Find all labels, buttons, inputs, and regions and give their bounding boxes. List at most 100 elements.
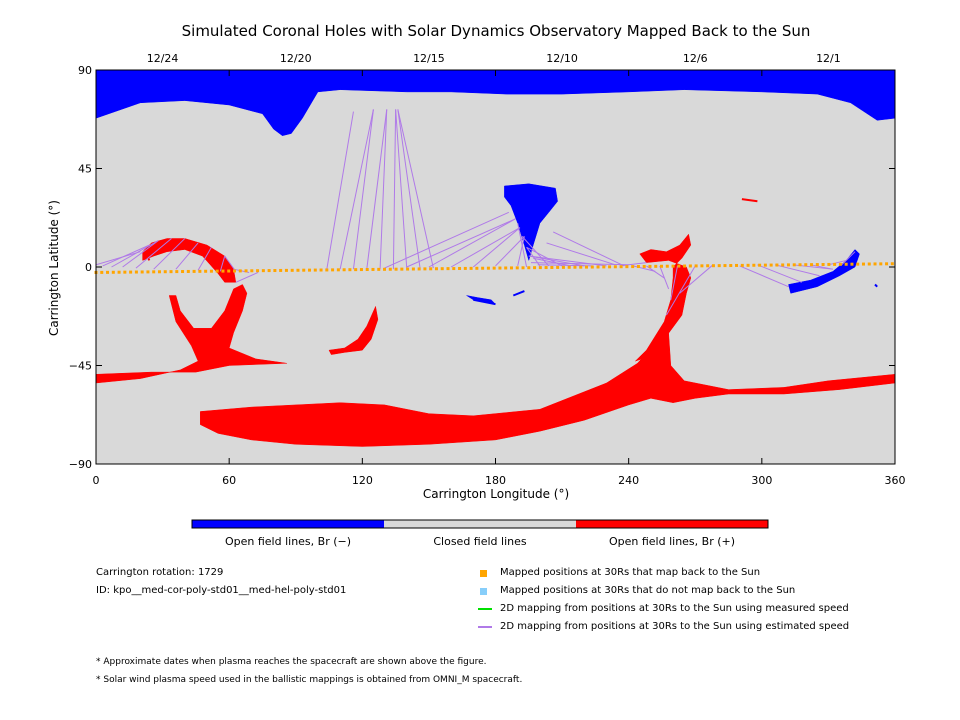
field-line-0-11 [235,272,259,283]
colorbar-label: Open field lines, Br (+) [609,535,735,548]
mapped-point [308,268,312,272]
mapped-point [717,264,721,268]
mapped-point [792,263,796,267]
mapped-point [798,263,802,267]
mapped-point [319,268,323,272]
mapped-point [100,270,104,274]
mapped-point [117,270,121,274]
mapped-point [250,269,254,273]
mapped-point [123,270,127,274]
mapped-point [821,263,825,267]
region-hook-hole-30-85 [96,284,287,384]
mapped-point [106,270,110,274]
field-line-2-2 [428,218,516,268]
mapped-point [325,268,329,272]
field-line-0-5 [153,238,186,270]
mapped-point [856,262,860,266]
mapped-point [331,268,335,272]
mapped-point [469,266,473,270]
mapped-point [371,267,375,271]
legend-label-estimated: 2D mapping from positions at 30Rs to the… [500,621,850,632]
mapped-point [602,265,606,269]
mapped-point [111,270,115,274]
legend-line-measured [478,608,492,610]
top-date-axis: 12/24 12/20 12/15 12/10 12/6 12/1 [147,52,841,65]
top-date-label: 12/24 [147,52,179,65]
mapped-point [296,268,300,272]
field-line-0-3 [122,240,159,268]
y-tick-label: −90 [69,458,92,471]
mapped-point [354,268,358,272]
mapped-point [163,270,167,274]
field-line-4-2 [646,265,665,279]
field-line-4-3 [659,265,670,290]
mapped-point [204,269,208,273]
legend-marker-unmapped [480,588,487,595]
mapped-point [417,267,421,271]
mapped-point [227,269,231,273]
mapped-point [850,262,854,266]
mapped-point [215,269,219,273]
mapped-point [833,262,837,266]
mapped-point [677,264,681,268]
mapped-point [186,269,190,273]
field-line-1-5 [392,109,397,270]
map-plot-area [94,69,896,465]
mapped-point [786,263,790,267]
top-date-label: 12/1 [816,52,841,65]
mapped-point [279,268,283,272]
legend-marker-mapped [480,570,487,577]
mapped-point [481,266,485,270]
colorbar [191,519,769,529]
field-line-3-0 [517,223,528,268]
x-tick-label: 180 [485,474,506,487]
mapped-point [515,266,519,270]
mapped-point [758,263,762,267]
mapped-point [175,270,179,274]
colorbar-segment [384,520,576,528]
x-tick-label: 360 [885,474,906,487]
y-axis-label: Carrington Latitude (°) [47,200,61,336]
mapped-point [533,266,537,270]
y-axis-ticks: 90 45 0 −45 −90 [69,64,895,471]
mapped-point [815,263,819,267]
mapped-point [688,264,692,268]
mapped-point [740,263,744,267]
field-line-0-6 [175,242,199,270]
mapped-point [383,267,387,271]
mapped-point [723,264,727,268]
top-date-label: 12/20 [280,52,312,65]
mapped-point [804,263,808,267]
mapped-point [660,264,664,268]
field-line-4-4 [670,265,678,300]
field-line-1-1 [339,109,374,270]
mapped-point [209,269,213,273]
mapped-point [498,266,502,270]
mapped-point [198,269,202,273]
field-line-2-0 [384,211,510,269]
y-tick-label: 90 [78,64,92,77]
mapped-point [463,266,467,270]
mapped-point [377,267,381,271]
mapped-point [492,266,496,270]
top-date-label: 12/6 [683,52,708,65]
region-mid-hole-200 [504,183,558,262]
mapped-point [284,268,288,272]
legend-label-measured: 2D mapping from positions at 30Rs to the… [500,603,849,614]
mapped-point [475,266,479,270]
mapped-point [423,267,427,271]
mapped-point [694,264,698,268]
mapped-point [394,267,398,271]
mapped-point [711,264,715,268]
top-date-label: 12/10 [546,52,578,65]
mapped-point [256,269,260,273]
mapped-point [867,262,871,266]
carrington-rotation: Carrington rotation: 1729 [96,567,224,578]
field-line-2-3 [450,227,521,268]
mapped-point [267,269,271,273]
thin-feature-1 [512,290,525,297]
mapped-point [775,263,779,267]
colorbar-label: Open field lines, Br (−) [225,535,351,548]
field-line-4-0 [619,262,647,267]
mapped-point [544,266,548,270]
